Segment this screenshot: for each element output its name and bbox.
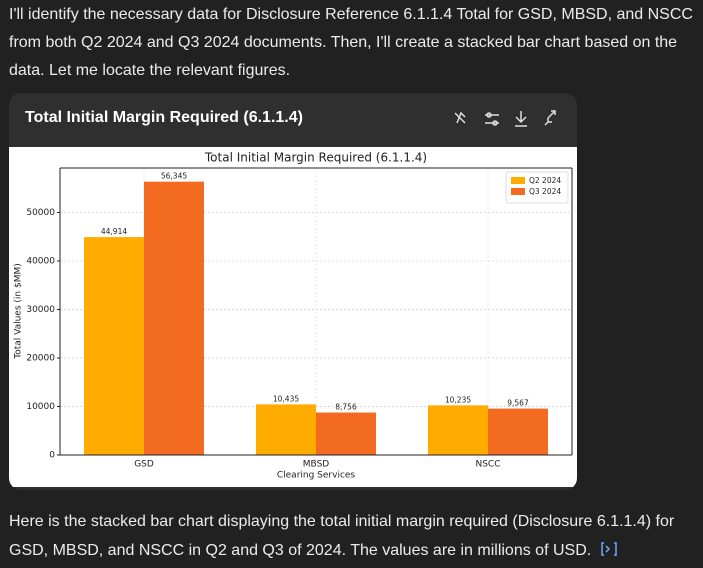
card-title: Total Initial Margin Required (6.1.1.4) <box>25 109 303 126</box>
x-axis-label: Clearing Services <box>277 471 356 481</box>
chart-card: Total Initial Margin Required (6.1.1.4) … <box>9 93 577 490</box>
value-label: 44,914 <box>101 227 127 236</box>
value-label: 8,756 <box>335 403 357 412</box>
bar <box>488 408 548 455</box>
expand-button[interactable] <box>544 110 556 126</box>
value-label: 10,435 <box>273 394 299 403</box>
bar <box>84 237 144 455</box>
y-tick-label: 50000 <box>26 208 55 218</box>
bar <box>144 181 204 455</box>
chart-title: Total Initial Margin Required (6.1.1.4) <box>204 151 427 165</box>
outro-line: GSD, MBSD, and NSCC in Q2 and Q3 of 2024… <box>9 541 618 560</box>
intro-line: data. Let me locate the relevant figures… <box>9 62 291 79</box>
legend-swatch <box>511 177 525 184</box>
chart-settings[interactable] <box>485 112 499 126</box>
outro-line: Here is the stacked bar chart displaying… <box>9 513 675 530</box>
y-tick-label: 10000 <box>26 402 55 412</box>
y-tick-label: 40000 <box>26 256 55 266</box>
x-tick-label: MBSD <box>303 460 329 470</box>
value-label: 9,567 <box>507 399 529 408</box>
card-toolbar <box>454 110 556 127</box>
legend-label: Q2 2024 <box>529 176 561 185</box>
y-axis-label: Total Values (in $MM) <box>14 263 24 360</box>
legend-swatch <box>511 188 525 195</box>
chart: Total Initial Margin Required (6.1.1.4) … <box>9 147 577 487</box>
code-icon[interactable] <box>600 541 618 557</box>
outro-text: GSD, MBSD, and NSCC in Q2 and Q3 of 2024… <box>9 542 592 559</box>
y-tick-label: 20000 <box>26 353 55 363</box>
x-tick-label: GSD <box>134 460 154 470</box>
legend-label: Q3 2024 <box>529 187 561 196</box>
bar <box>428 405 488 455</box>
value-label: 10,235 <box>445 395 471 404</box>
download-button[interactable] <box>515 111 527 127</box>
intro-line: I'll identify the necessary data for Dis… <box>9 6 693 23</box>
y-tick-label: 30000 <box>26 305 55 315</box>
interactive-toggle[interactable] <box>454 111 466 124</box>
intro-line: from both Q2 2024 and Q3 2024 documents.… <box>9 34 678 51</box>
bar <box>256 404 316 455</box>
value-label: 56,345 <box>161 172 187 181</box>
x-tick-label: NSCC <box>475 460 500 470</box>
y-tick-label: 0 <box>49 451 55 461</box>
bar <box>316 412 376 455</box>
